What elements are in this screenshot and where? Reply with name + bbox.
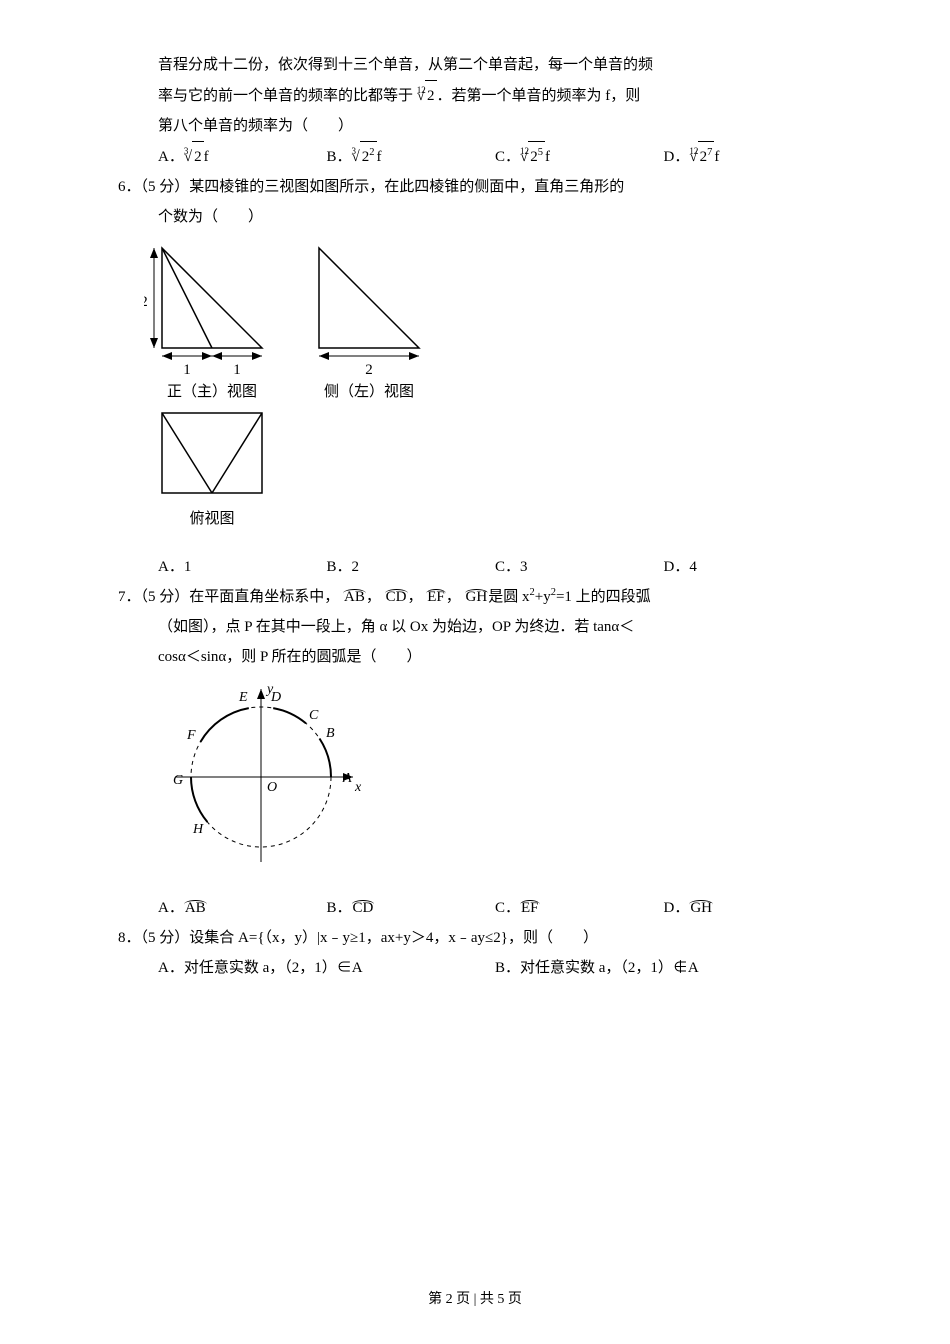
q7-opt-c: C．EF — [495, 893, 664, 923]
q8: 8．（5 分）设集合 A={（x，y）|x﹣y≥1，ax+y＞4，x﹣ay≤2}… — [118, 923, 832, 953]
dim-sw: 2 — [365, 362, 373, 378]
q6-opt-a: A．1 — [158, 552, 327, 582]
dim-w2: 1 — [233, 362, 241, 378]
q6-opt-d: D．4 — [664, 552, 833, 582]
q5-line2: 率与它的前一个单音的频率的比都等于 12√2．若第一个单音的频率为 f，则 — [158, 80, 832, 111]
q5-opt-d: D．12√27f — [664, 141, 833, 172]
q5-options: A．3√2f B．3√22f C．12√25f D．12√27f — [118, 141, 832, 172]
top-view: 俯视图 — [162, 413, 262, 527]
q6-line2: 个数为（ ） — [158, 209, 263, 225]
q5-opt-b: B．3√22f — [327, 141, 496, 172]
q5-line3: 第八个单音的频率为（ ） — [158, 111, 832, 141]
q8-number: 8．（5 分） — [118, 930, 189, 946]
dim-h: 2 — [144, 294, 148, 310]
q6: 6．（5 分）某四棱锥的三视图如图所示，在此四棱锥的侧面中，直角三角形的 — [118, 172, 832, 202]
page-footer: 第 2 页 | 共 5 页 — [0, 1286, 950, 1314]
q7-number: 7．（5 分） — [118, 589, 189, 605]
q8-opt-b: B．对任意实数 a，（2，1）∉A — [495, 953, 832, 983]
q7-line2: （如图），点 P 在其中一段上，角 α 以 Ox 为始边，OP 为终边．若 ta… — [158, 619, 634, 635]
q8-opt-a: A．对任意实数 a，（2，1）∈A — [158, 953, 495, 983]
side-view: 2 侧（左）视图 — [319, 248, 419, 400]
pt-O: O — [267, 780, 277, 795]
q8-options: A．对任意实数 a，（2，1）∈A B．对任意实数 a，（2，1）∉A — [118, 953, 832, 983]
q6-opt-b: B．2 — [327, 552, 496, 582]
q6-number: 6．（5 分） — [118, 179, 189, 195]
q5-line1: 音程分成十二份，依次得到十三个单音，从第二个单音起，每一个单音的频 — [158, 50, 832, 80]
q7: 7．（5 分）在平面直角坐标系中， AB， CD， EF， GH是圆 x2+y2… — [118, 582, 832, 612]
q7-options: A．AB B．CD C．EF D．GH — [118, 893, 832, 923]
top-label: 俯视图 — [189, 510, 234, 527]
pt-F: F — [186, 728, 196, 743]
q7-opt-a: A．AB — [158, 893, 327, 923]
q6-options: A．1 B．2 C．3 D．4 — [118, 552, 832, 582]
arc-ef: EF — [426, 589, 446, 605]
front-label: 正（主）视图 — [167, 383, 257, 400]
pt-G: G — [173, 773, 183, 788]
pt-C: C — [309, 708, 319, 723]
q7-opt-b: B．CD — [327, 893, 496, 923]
q5-opt-a: A．3√2f — [158, 141, 327, 172]
pt-B: B — [326, 726, 335, 741]
q7-circle-diagram: A B C D E F G H O x y — [118, 672, 832, 893]
q7-line3: cosα＜sinα，则 P 所在的圆弧是（ ） — [158, 649, 422, 665]
arc-ab: AB — [343, 589, 366, 605]
pt-A: A — [342, 771, 352, 786]
pt-E: E — [238, 690, 248, 705]
q5-radical: 12√2 — [417, 80, 437, 111]
axis-x: x — [354, 780, 362, 795]
q5-continuation: 音程分成十二份，依次得到十三个单音，从第二个单音起，每一个单音的频 率与它的前一… — [118, 50, 832, 141]
arc-cd: CD — [385, 589, 408, 605]
dim-w1: 1 — [183, 362, 191, 378]
q7-opt-d: D．GH — [664, 893, 833, 923]
q5-opt-c: C．12√25f — [495, 141, 664, 172]
axis-y: y — [265, 682, 274, 697]
q7-circle-svg: A B C D E F G H O x y — [166, 682, 366, 872]
front-view: 2 1 1 正（主）视图 — [144, 248, 262, 400]
side-label: 侧（左）视图 — [324, 383, 414, 400]
q6-three-views: 2 1 1 正（主）视图 2 — [118, 232, 832, 552]
arc-gh: GH — [465, 589, 489, 605]
q6-opt-c: C．3 — [495, 552, 664, 582]
pt-H: H — [192, 822, 204, 837]
q6-three-views-svg: 2 1 1 正（主）视图 2 — [144, 238, 444, 538]
